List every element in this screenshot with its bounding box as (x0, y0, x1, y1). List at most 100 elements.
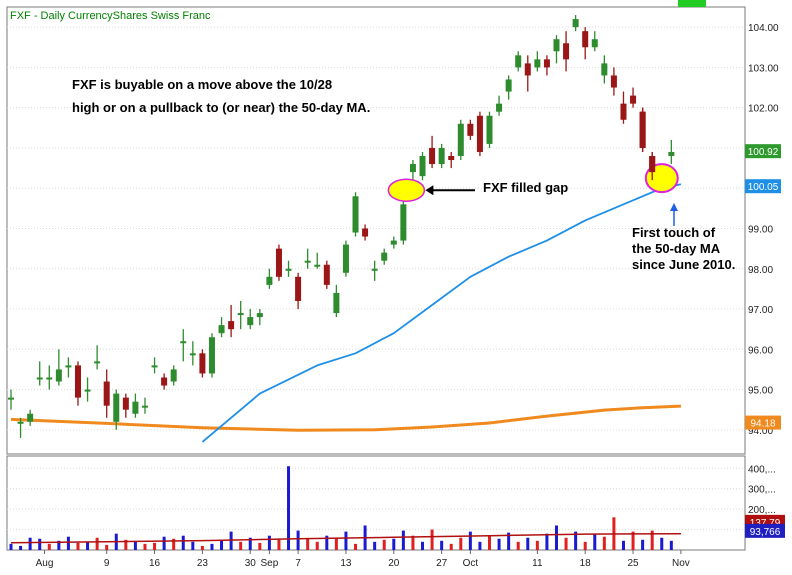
candle-body (199, 353, 206, 374)
candle-body (381, 252, 388, 261)
scroll-indicator[interactable] (678, 0, 706, 7)
volume-bar (564, 537, 568, 550)
candle-body (295, 276, 302, 301)
candle-body (534, 59, 541, 68)
candle-body (94, 361, 101, 364)
volume-bar (401, 530, 405, 550)
candle-body (113, 393, 120, 422)
annotation-filled-gap: FXF filled gap (483, 180, 568, 195)
candle-body (46, 377, 53, 380)
candle-body (620, 103, 627, 120)
volume-bar (200, 545, 204, 550)
volume-bar (86, 541, 90, 550)
volume-bar (267, 535, 271, 550)
price-tick-label: 95.00 (748, 386, 773, 397)
volume-bar (660, 537, 664, 550)
candle-body (505, 79, 512, 92)
volume-bar (516, 541, 520, 550)
volume-bar (28, 537, 32, 550)
annotation-first-touch-3: since June 2010. (632, 257, 735, 272)
candle-body (467, 123, 474, 136)
volume-bar (325, 535, 329, 550)
x-tick-label: 7 (295, 558, 301, 569)
ma50-layer (201, 183, 682, 443)
candle-body (515, 55, 522, 68)
highlight-layer (387, 107, 679, 226)
x-tick-label: Nov (672, 558, 690, 569)
candle-body (189, 353, 196, 356)
volume-bar (248, 537, 252, 550)
candle-body (36, 377, 43, 380)
volume-bar (57, 540, 61, 550)
volume-bar (602, 536, 606, 550)
x-tick-label: 13 (340, 558, 352, 569)
price-tick-label: 97.00 (748, 305, 773, 316)
candle-body (161, 377, 168, 386)
price-badge (745, 144, 781, 159)
candle-body (390, 240, 397, 245)
price-badge (745, 415, 781, 430)
x-tick-label: 11 (532, 558, 543, 569)
x-tick-label: Aug (36, 558, 54, 569)
candle-body (180, 341, 187, 344)
volume-bar (488, 535, 491, 550)
candle-body (103, 381, 110, 406)
candle-body (304, 260, 311, 263)
candle-body (228, 321, 235, 330)
candle-body (323, 264, 330, 285)
candle-body (275, 248, 282, 277)
candle-body (266, 276, 273, 285)
volume-bar (440, 540, 444, 550)
price-badge-label: 100.92 (748, 147, 779, 158)
candle-body (314, 264, 321, 267)
candle-body (65, 365, 72, 368)
candle-body (496, 103, 503, 112)
x-tick-label: 20 (388, 558, 400, 569)
volume-bar (172, 538, 176, 550)
candle-body (610, 75, 617, 88)
candle-body (74, 365, 81, 398)
x-tick-label: 18 (580, 558, 592, 569)
candle-body (668, 151, 675, 156)
volume-bar (354, 543, 358, 550)
candle-body (247, 317, 254, 326)
volume-badge-label: 93,766 (750, 527, 781, 538)
volume-bar (641, 539, 645, 550)
candle-body (582, 31, 589, 48)
candle-body (601, 63, 608, 76)
annotation-first-touch-2: the 50-day MA (632, 241, 721, 256)
candle-body (170, 369, 177, 382)
volume-bar (220, 539, 224, 550)
volume-bar (554, 525, 558, 550)
candle-body (132, 401, 139, 414)
annotation-buyable-2: high or on a pullback to (or near) the 5… (72, 100, 370, 115)
candle-body (8, 397, 14, 400)
price-tick-label: 102.00 (748, 104, 779, 115)
volume-bar (19, 545, 23, 550)
volume-bar (411, 535, 415, 550)
annotation-buyable-1: FXF is buyable on a move above the 10/28 (72, 77, 332, 92)
x-tick-label: 27 (436, 558, 448, 569)
volume-bar (296, 530, 300, 550)
price-tick-label: 99.00 (748, 224, 773, 235)
volume-bar (507, 532, 511, 550)
candle-body (409, 164, 416, 173)
candle-body (639, 111, 646, 148)
volume-ma-line (10, 532, 681, 544)
price-tick-label: 96.00 (748, 345, 773, 356)
price-badge-label: 100.05 (748, 182, 779, 193)
volume-bar (258, 542, 262, 550)
candle-body (352, 196, 359, 233)
candle-body (141, 405, 148, 408)
volume-bar (459, 537, 463, 550)
candle-body (486, 115, 493, 144)
candle-body (55, 369, 62, 382)
price-panel (6, 6, 746, 455)
candle-body (476, 115, 483, 152)
price-badge (745, 179, 781, 194)
candle-body (524, 63, 531, 76)
candle-body (572, 19, 579, 28)
candle-body (553, 39, 560, 52)
volume-bar (66, 536, 70, 550)
volume-bar (344, 531, 348, 550)
